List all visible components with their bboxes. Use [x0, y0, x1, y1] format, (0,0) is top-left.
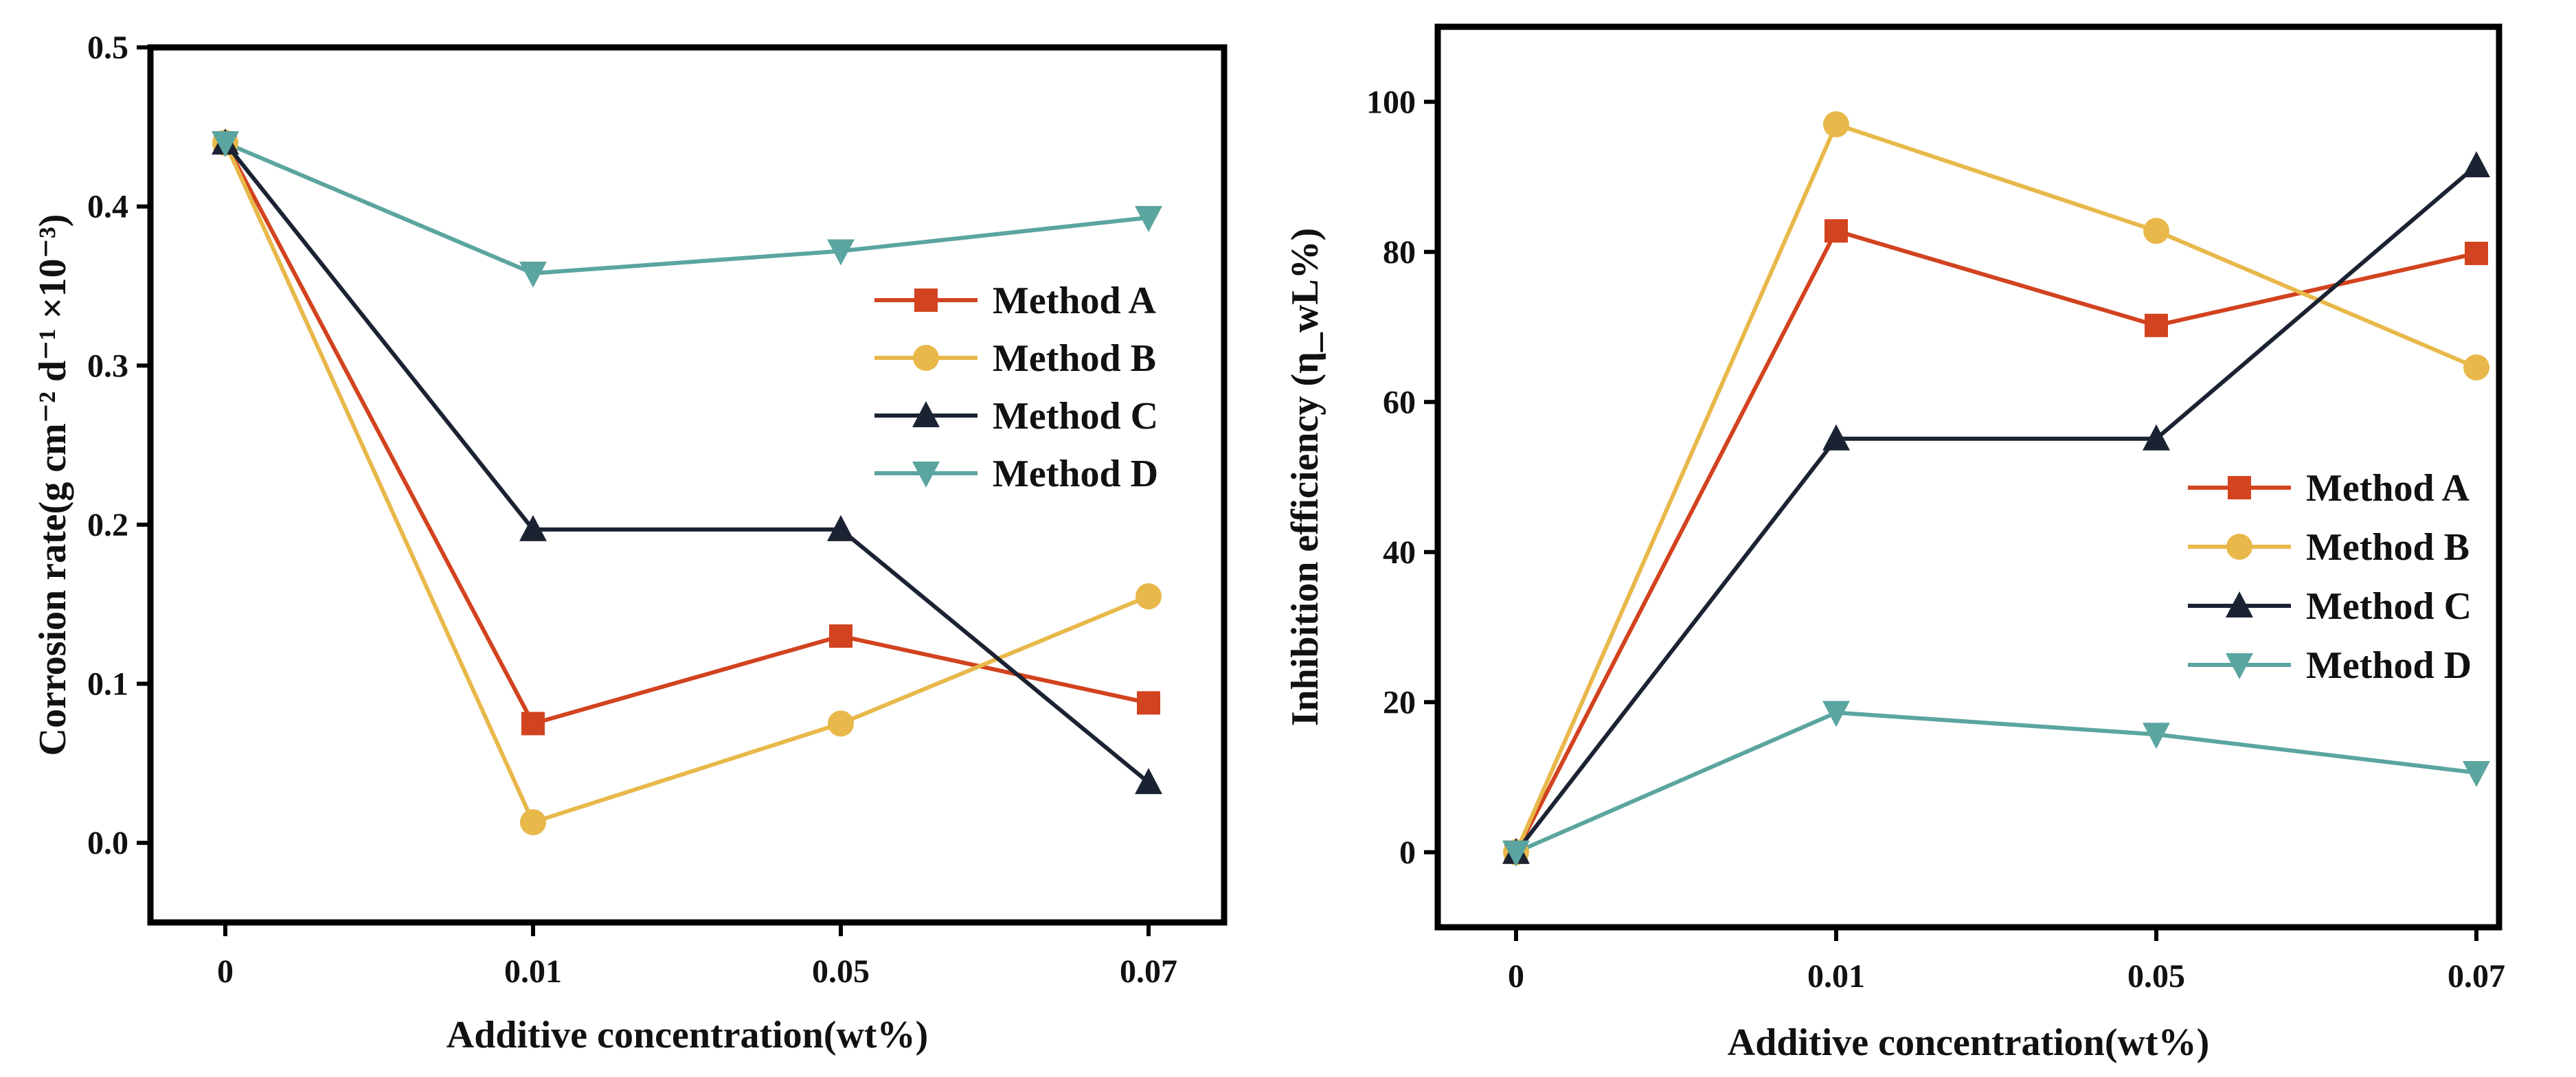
plot-frame: [1434, 23, 2502, 931]
legend-marker: [913, 345, 939, 371]
plot-frame: [147, 44, 1228, 926]
y-tick-label: 0.3: [87, 348, 128, 384]
y-tick-label: 60: [1383, 384, 1416, 420]
x-tick-label: 0: [217, 953, 234, 990]
data-point-method-c: [827, 514, 855, 541]
data-point-method-a: [1824, 219, 1848, 243]
legend-label: Method B: [993, 337, 1156, 380]
y-tick-label: 80: [1383, 234, 1416, 271]
y-axis-label: Inhibition efficiency (η_wL%): [1284, 228, 1326, 727]
data-point-method-a: [2465, 241, 2488, 265]
series-line-method-a: [1514, 229, 2477, 854]
y-tick-label: 0.5: [87, 30, 128, 66]
data-point-method-b: [1823, 111, 1849, 138]
data-point-method-b: [520, 809, 546, 836]
data-point-method-b: [2143, 218, 2169, 245]
data-point-method-a: [521, 712, 545, 736]
data-point-method-d: [827, 239, 855, 266]
x-tick-label: 0: [1508, 958, 1524, 995]
data-point-method-b: [828, 710, 854, 737]
data-point-method-d: [2463, 760, 2490, 787]
data-point-method-a: [829, 624, 852, 648]
data-point-method-d: [1822, 701, 1850, 727]
legend-label: Method B: [2306, 526, 2470, 569]
x-tick-label: 0.01: [504, 953, 562, 990]
x-tick-label: 0.07: [1120, 953, 1177, 990]
data-point-method-b: [1136, 583, 1162, 610]
data-point-method-d: [212, 131, 239, 157]
legend-marker: [2226, 591, 2253, 617]
x-axis-label: Additive concentration(wt%): [447, 1014, 928, 1056]
y-tick-label: 0.4: [87, 189, 128, 225]
x-tick-label: 0.07: [2448, 958, 2505, 995]
data-point-method-c: [2463, 151, 2490, 178]
data-point-method-d: [519, 261, 547, 288]
y-tick-label: 40: [1383, 534, 1416, 571]
data-point-method-c: [2143, 424, 2170, 451]
legend-label: Method A: [993, 280, 1157, 322]
data-point-method-a: [2145, 313, 2168, 337]
data-point-method-d: [1135, 205, 1162, 232]
y-tick-label: 0: [1399, 835, 1416, 871]
data-point-method-c: [1822, 424, 1850, 451]
series-line-method-b: [223, 141, 1150, 825]
y-tick-label: 0.1: [87, 666, 128, 703]
y-tick-label: 0.0: [87, 825, 128, 861]
legend-label: Method D: [993, 453, 1158, 495]
y-tick-label: 20: [1383, 684, 1416, 721]
data-point-method-b: [2463, 354, 2489, 381]
series-line-method-b: [1514, 122, 2478, 853]
legend-marker: [2228, 476, 2251, 499]
legend-marker: [912, 401, 940, 427]
series-line-method-d: [224, 141, 1149, 275]
x-tick-label: 0.05: [812, 953, 870, 990]
legend-label: Method D: [2306, 644, 2472, 687]
data-point-method-c: [519, 514, 547, 541]
legend-label: Method C: [2306, 585, 2472, 628]
legend-marker: [2226, 534, 2252, 560]
legend-marker: [912, 462, 940, 488]
y-axis-label: Corrosion rate(g cm⁻² d⁻¹ ×10⁻³): [32, 214, 74, 756]
series-line-method-d: [1515, 710, 2477, 854]
y-tick-label: 0.2: [87, 507, 128, 543]
series-line-method-c: [1514, 163, 2478, 854]
y-tick-label: 100: [1366, 84, 1416, 120]
legend-marker: [914, 288, 938, 312]
corrosion-rate-chart: 0.0 0.1 0.2 0.3 0.4 0.5 0 0.01 0.05 0.07 Additive …: [32, 30, 1228, 1056]
data-point-method-c: [1135, 768, 1162, 795]
x-tick-label: 0.05: [2127, 958, 2185, 995]
x-axis-label: Additive concentration(wt%): [1728, 1021, 2209, 1064]
legend-label: Method C: [993, 395, 1158, 438]
data-point-method-d: [2143, 723, 2170, 749]
data-point-method-a: [1137, 691, 1160, 715]
legend-label: Method A: [2306, 467, 2470, 510]
data-point-method-d: [1502, 840, 1530, 867]
inhibition-efficiency-chart: 0 20 40 60 80 100 0 0.01 0.05 0.07 Additive concen…: [1284, 23, 2505, 1064]
legend-marker: [2226, 653, 2253, 679]
series-line-method-a: [223, 141, 1149, 726]
series-line-method-c: [223, 141, 1150, 784]
x-tick-label: 0.01: [1807, 958, 1865, 995]
